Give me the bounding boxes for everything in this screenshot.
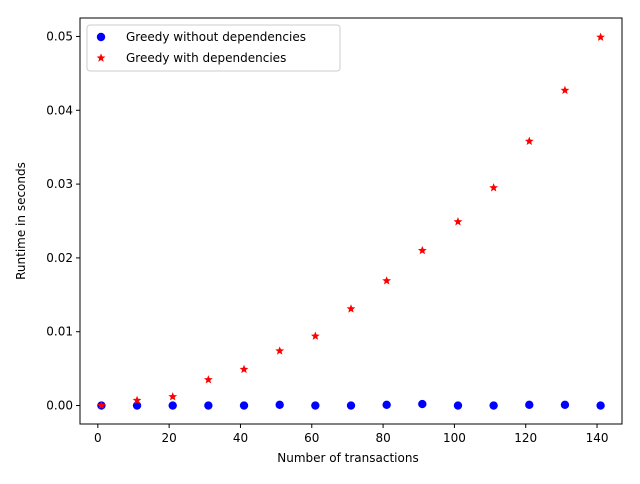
data-point — [275, 400, 284, 410]
series-star — [97, 32, 605, 410]
y-tick-label: 0.00 — [46, 399, 73, 413]
data-point — [489, 401, 498, 410]
x-tick-label: 80 — [375, 431, 390, 445]
data-point — [596, 401, 605, 410]
data-point — [418, 399, 427, 409]
data-point — [97, 400, 106, 410]
x-ticks: 0 20 40 60 80 100 120 140 — [94, 424, 608, 445]
data-point — [453, 217, 463, 226]
data-point — [168, 401, 177, 410]
data-point — [275, 346, 285, 355]
y-tick-label: 0.03 — [46, 177, 73, 191]
legend-label: Greedy without dependencies — [126, 30, 306, 44]
data-point — [489, 183, 499, 192]
data-point — [596, 32, 605, 41]
marks-layer — [97, 32, 605, 410]
data-point — [239, 401, 249, 410]
data-point — [382, 400, 391, 410]
series-circle — [97, 399, 605, 410]
data-point — [560, 400, 570, 410]
data-point — [524, 136, 534, 145]
data-point — [417, 245, 427, 255]
x-tick-label: 100 — [443, 431, 466, 445]
data-point — [310, 331, 320, 340]
x-axis-label: Number of transactions — [277, 451, 418, 465]
y-tick-label: 0.02 — [46, 251, 73, 265]
x-tick-label: 140 — [586, 431, 609, 445]
data-point — [203, 375, 213, 384]
data-point — [453, 401, 463, 410]
legend-marker — [96, 53, 106, 62]
y-ticks: 0.00 0.01 0.02 0.03 0.04 0.05 — [46, 29, 80, 413]
data-point — [560, 85, 570, 95]
y-tick-label: 0.04 — [46, 103, 73, 117]
legend-entries: Greedy without dependencies Greedy with d… — [96, 30, 306, 65]
legend-marker — [96, 32, 106, 42]
x-tick-label: 20 — [162, 431, 177, 445]
data-point — [132, 395, 142, 405]
x-tick-label: 0 — [94, 431, 102, 445]
y-axis-label: Runtime in seconds — [14, 162, 28, 280]
legend: Greedy without dependencies Greedy with d… — [86, 24, 341, 72]
data-point — [346, 304, 356, 313]
data-point — [168, 392, 178, 401]
x-tick-label: 60 — [304, 431, 319, 445]
x-tick-label: 120 — [514, 431, 537, 445]
data-point — [382, 276, 392, 285]
plot-frame — [79, 17, 623, 425]
x-tick-label: 40 — [233, 431, 248, 445]
data-point — [346, 401, 356, 410]
legend-label: Greedy with dependencies — [126, 51, 286, 65]
data-point — [525, 400, 534, 410]
y-tick-label: 0.01 — [46, 325, 73, 339]
data-point — [311, 401, 320, 410]
data-point — [239, 364, 249, 374]
legend-box — [86, 24, 341, 72]
data-point — [204, 401, 213, 410]
data-point — [132, 401, 142, 410]
y-tick-label: 0.05 — [46, 29, 73, 43]
